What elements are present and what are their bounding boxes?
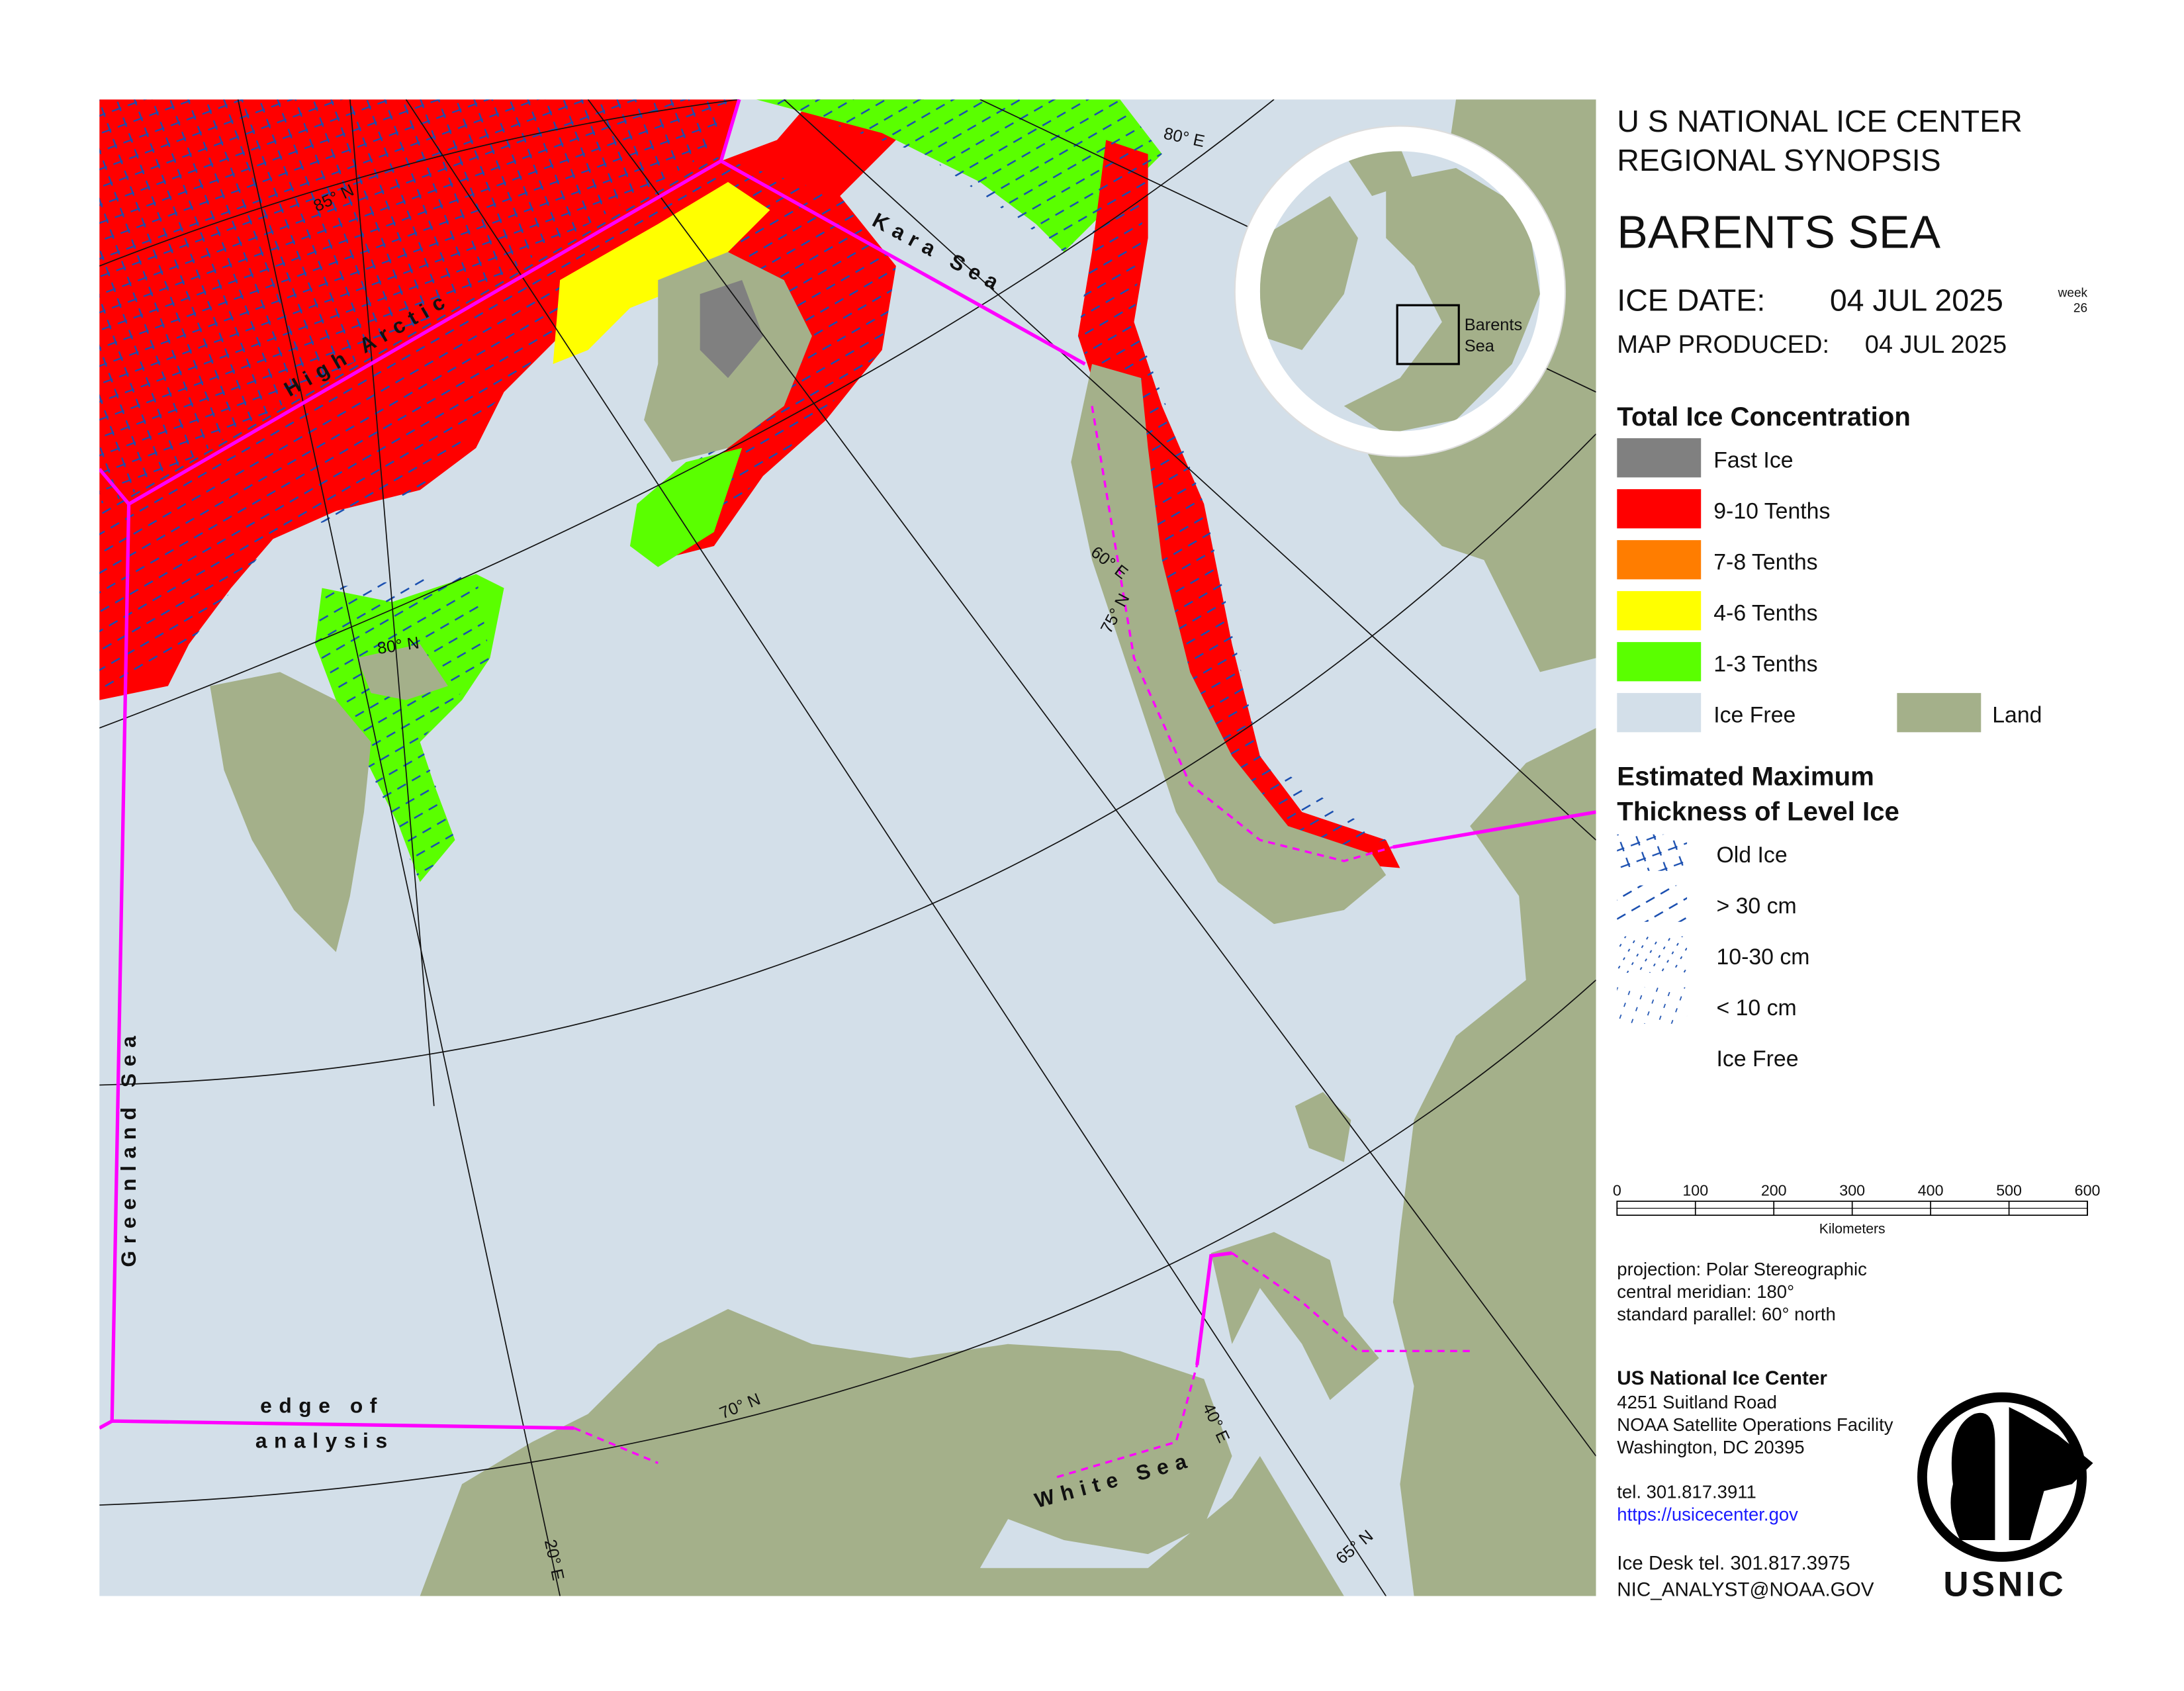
- legend-title: Total Ice Concentration: [1617, 402, 1911, 432]
- legend-label: 9-10 Tenths: [1713, 499, 1830, 524]
- inset-map: Barents Sea: [1234, 125, 1567, 457]
- inset-label: Barents Sea: [1465, 316, 1522, 355]
- scale-tick-label: 400: [1918, 1182, 1944, 1199]
- scale-tick-label: 0: [1613, 1182, 1621, 1199]
- logo: USNIC: [1917, 1392, 2093, 1604]
- legend-swatch: [1617, 885, 1688, 922]
- week-label: week: [2058, 286, 2088, 300]
- ice-desk: Ice Desk tel. 301.817.3975: [1617, 1552, 1850, 1574]
- legend-title: Thickness of Level Ice: [1617, 797, 1899, 827]
- agency: U S NATIONAL ICE CENTER: [1617, 104, 2023, 138]
- legend-label: Fast Ice: [1713, 448, 1793, 473]
- land: [1071, 364, 1387, 925]
- sidebar: U S NATIONAL ICE CENTER REGIONAL SYNOPSI…: [1613, 104, 2101, 1604]
- map-label: edge of: [260, 1393, 384, 1417]
- scale-tick-label: 200: [1761, 1182, 1787, 1199]
- legend-swatch: [1617, 438, 1702, 478]
- synopsis: REGIONAL SYNOPSIS: [1617, 143, 1940, 177]
- produced: 04 JUL 2025: [1865, 331, 2007, 359]
- contact-name: US National Ice Center: [1617, 1367, 1827, 1389]
- land: [1392, 728, 1596, 1596]
- legend-swatch: [1897, 693, 1981, 733]
- graticule: [99, 99, 740, 267]
- legend-swatch: [1617, 540, 1702, 580]
- week: 26: [2073, 302, 2087, 316]
- projection-line: central meridian: 180°: [1617, 1281, 1794, 1302]
- scale-tick-label: 500: [1996, 1182, 2022, 1199]
- map-label: Greenland Sea: [116, 1029, 140, 1267]
- legend-title: Estimated Maximum: [1617, 762, 1874, 792]
- projection-line: standard parallel: 60° north: [1617, 1304, 1836, 1324]
- scale-unit: Kilometers: [1819, 1222, 1886, 1237]
- legend-swatch: [1617, 936, 1688, 973]
- edge-of-analysis: [99, 99, 1232, 1430]
- legend-label: Ice Free: [1716, 1046, 1798, 1072]
- ice-yellow: [553, 182, 770, 365]
- legend-label: Land: [1992, 703, 2042, 728]
- contact-address: 4251 Suitland Road: [1617, 1392, 1777, 1412]
- logo-text: USNIC: [1943, 1565, 2066, 1604]
- email: NIC_ANALYST@NOAA.GOV: [1617, 1579, 1874, 1601]
- legend-label: Old Ice: [1716, 843, 1787, 868]
- ice-date-label: ICE DATE:: [1617, 283, 1765, 318]
- legend-label: > 30 cm: [1716, 893, 1796, 919]
- legend-label: Ice Free: [1713, 703, 1796, 728]
- scale-tick-label: 100: [1682, 1182, 1708, 1199]
- legend-label: 4-6 Tenths: [1713, 601, 1817, 626]
- produced-label: MAP PRODUCED:: [1617, 331, 1829, 359]
- region-title: BARENTS SEA: [1617, 206, 1940, 257]
- contact-address: NOAA Satellite Operations Facility: [1617, 1414, 1893, 1435]
- legend-label: 10-30 cm: [1716, 944, 1809, 970]
- legend-swatch: [1617, 987, 1688, 1024]
- scale-tick-label: 300: [1839, 1182, 1865, 1199]
- projection-line: projection: Polar Stereographic: [1617, 1259, 1867, 1279]
- scale-tick-label: 600: [2075, 1182, 2101, 1199]
- ice-date: 04 JUL 2025: [1830, 283, 2003, 318]
- contact-tel: tel. 301.817.3911: [1617, 1481, 1756, 1502]
- legend-swatch: [1617, 834, 1688, 871]
- legend-swatch: [1617, 489, 1702, 529]
- contact-url[interactable]: https://usicecenter.gov: [1617, 1504, 1798, 1524]
- contact-address: Washington, DC 20395: [1617, 1437, 1804, 1457]
- legend-swatch: [1617, 591, 1702, 631]
- land: [99, 1308, 1260, 1596]
- legend-label: 7-8 Tenths: [1713, 550, 1817, 575]
- inset-label-line: Barents: [1465, 316, 1522, 334]
- land: [210, 672, 371, 952]
- legend-label: 1-3 Tenths: [1713, 652, 1817, 677]
- legend-swatch: [1617, 693, 1702, 733]
- legend-label: < 10 cm: [1716, 995, 1796, 1021]
- legend-swatch: [1617, 1038, 1687, 1075]
- map-label: analysis: [255, 1428, 394, 1452]
- inset-label-line: Sea: [1465, 337, 1495, 355]
- legend-swatch: [1617, 642, 1702, 682]
- ice-green: [629, 447, 743, 567]
